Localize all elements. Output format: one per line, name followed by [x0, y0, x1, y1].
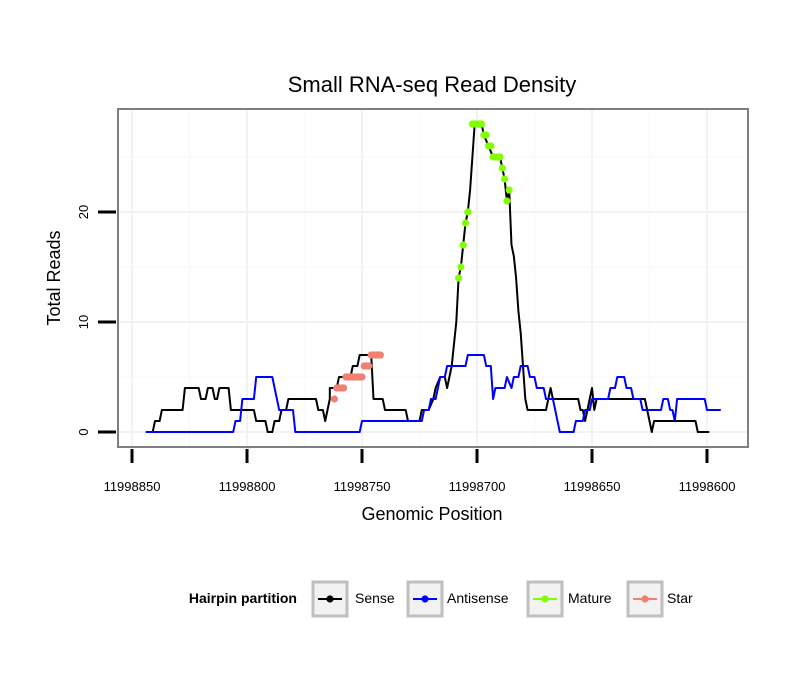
data-point-mature	[455, 274, 463, 282]
x-tick-label: 11998700	[449, 479, 506, 494]
data-point-star	[330, 395, 338, 403]
legend-label-mature: Mature	[568, 590, 612, 606]
x-tick-label: 11998750	[334, 479, 391, 494]
legend-key-point-star	[641, 595, 649, 603]
data-point-star	[358, 373, 366, 381]
legend-key-point-sense	[326, 595, 334, 603]
legend-key-point-mature	[541, 595, 549, 603]
data-point-star	[376, 351, 384, 359]
y-tick-label: 0	[76, 428, 91, 435]
legend: Hairpin partition Sense Antisense Mature St…	[189, 580, 693, 618]
legend-key-point-antisense	[421, 595, 429, 603]
legend-label-antisense: Antisense	[447, 590, 509, 606]
legend-label-sense: Sense	[355, 590, 395, 606]
chart-title: Small RNA-seq Read Density	[288, 72, 577, 97]
y-tick-label: 10	[76, 315, 91, 329]
x-axis-title: Genomic Position	[361, 504, 502, 524]
data-point-mature	[487, 142, 495, 150]
x-tick-label: 11998600	[679, 479, 736, 494]
data-point-star	[365, 362, 373, 370]
data-point-star	[340, 384, 348, 392]
y-tick-label: 20	[76, 205, 91, 219]
data-point-mature	[461, 219, 470, 227]
data-point-mature	[503, 197, 511, 205]
data-point-mature	[464, 208, 472, 216]
data-point-mature	[482, 131, 490, 139]
y-axis-title: Total Reads	[44, 230, 64, 325]
plot-border	[117, 108, 749, 448]
legend-label-star: Star	[667, 590, 693, 606]
x-tick-label: 11998650	[564, 479, 621, 494]
legend-title: Hairpin partition	[189, 590, 297, 606]
plot-area: 11998850 11998800 11998750 11998700 11998650…	[76, 108, 749, 494]
plot-panel	[118, 109, 748, 447]
data-point-mature	[505, 186, 513, 194]
data-point-mature	[459, 241, 467, 249]
data-point-mature	[478, 120, 486, 128]
x-tick-label: 11998850	[104, 479, 161, 494]
data-point-mature	[457, 263, 465, 271]
data-point-mature	[496, 153, 504, 161]
series-line-antisense	[145, 354, 721, 433]
data-point-mature	[498, 164, 506, 172]
data-point-mature	[501, 175, 509, 183]
x-tick-label: 11998800	[219, 479, 276, 494]
